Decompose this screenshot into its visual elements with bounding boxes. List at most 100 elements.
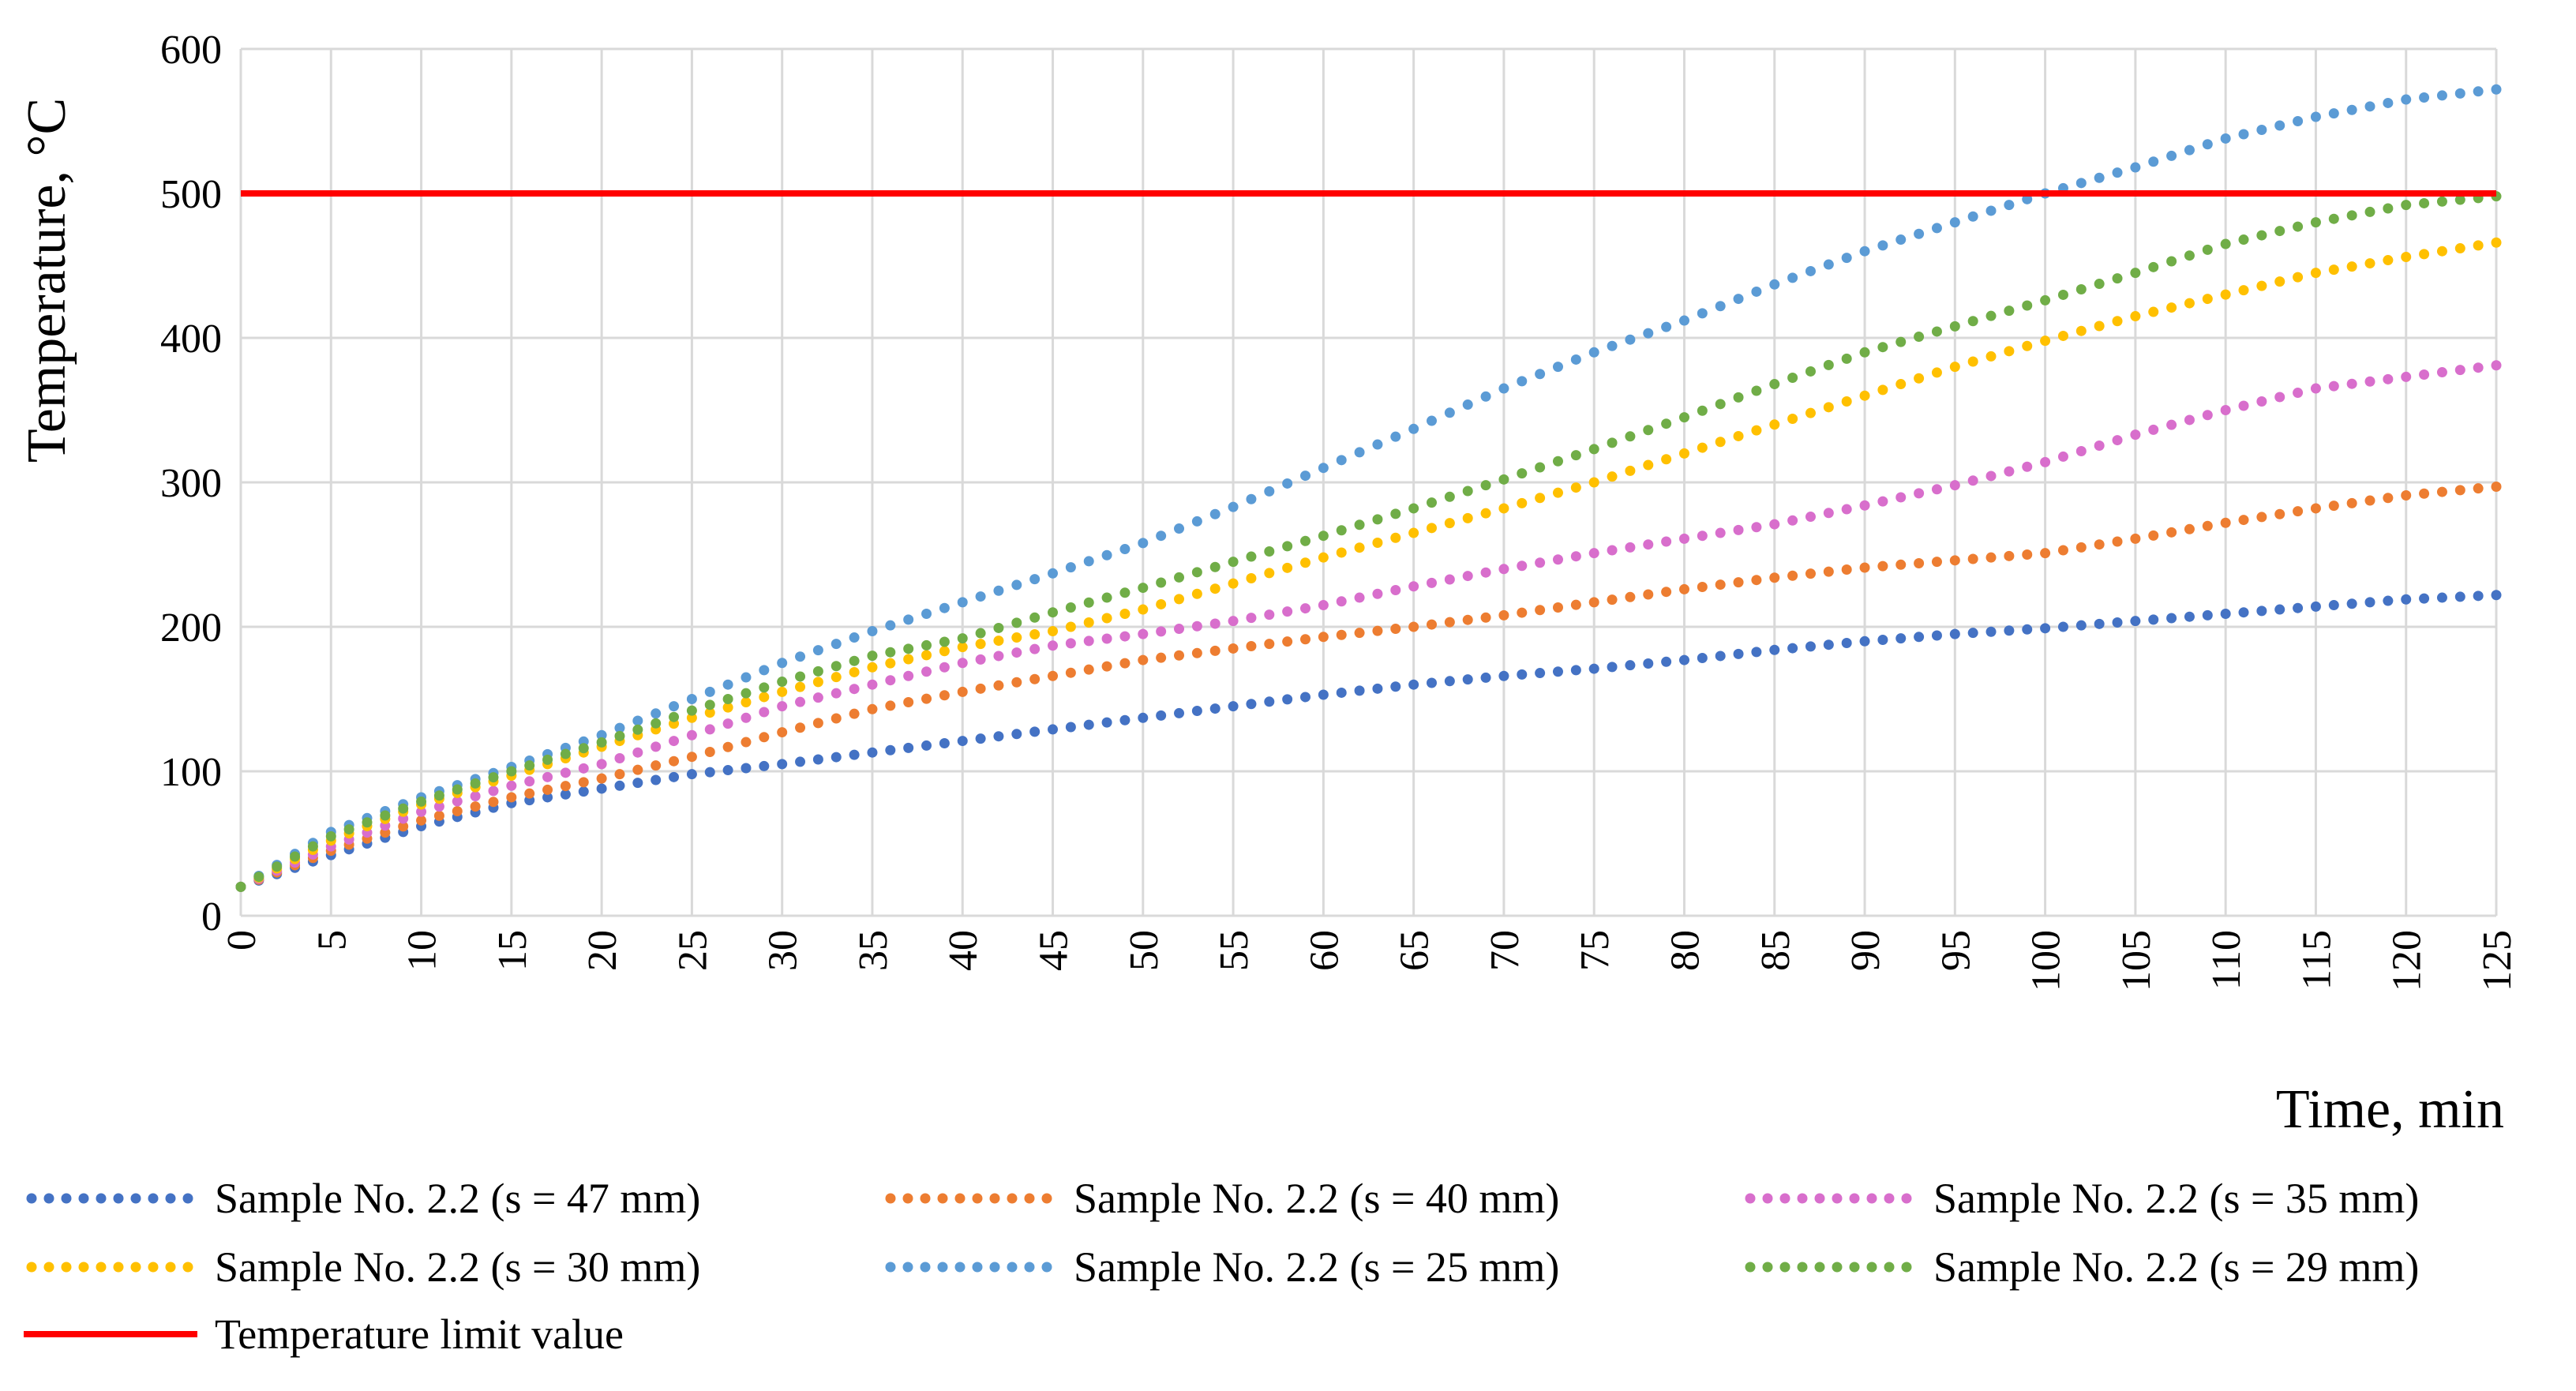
data-point [1661, 418, 1672, 429]
y-axis-ticks: 0 100 200 300 400 500 600 [160, 28, 222, 939]
x-tick-label: 50 [1122, 930, 1167, 971]
data-point [669, 701, 680, 712]
data-point [1048, 607, 1059, 618]
data-point [1156, 652, 1167, 663]
data-point [2256, 280, 2267, 291]
data-point [1570, 599, 1581, 610]
data-point [1300, 557, 1311, 568]
data-point [1480, 508, 1491, 519]
data-point [1678, 583, 1689, 594]
data-point [1480, 480, 1491, 491]
data-point [1931, 367, 1942, 378]
data-point [1228, 701, 1239, 712]
data-point [2094, 539, 2105, 550]
x-tick-label: 105 [2114, 930, 2159, 992]
data-point [632, 715, 643, 726]
data-point [722, 718, 733, 729]
data-point [686, 752, 697, 763]
data-point [1246, 699, 1257, 710]
data-point [1191, 588, 1202, 599]
data-point [1372, 625, 1383, 636]
data-point [1552, 362, 1563, 373]
data-point [380, 810, 391, 821]
data-point [1877, 342, 1888, 353]
legend-marker [130, 1193, 141, 1204]
data-point [1048, 568, 1059, 579]
data-point [1859, 636, 1870, 647]
data-point [1318, 689, 1329, 700]
data-point [2436, 246, 2447, 257]
data-point [704, 767, 715, 778]
legend-label: Sample No. 2.2 (s = 40 mm) [1074, 1175, 1559, 1222]
data-point [2419, 369, 2430, 380]
data-point [867, 651, 878, 662]
data-point [1715, 437, 1726, 448]
data-point [795, 681, 806, 692]
data-point [1282, 694, 1293, 705]
data-point [795, 756, 806, 767]
legend-marker [989, 1262, 1000, 1273]
legend-item: Sample No. 2.2 (s = 35 mm) [1745, 1175, 2419, 1222]
data-point [686, 769, 697, 780]
data-point [596, 783, 607, 794]
data-point [2166, 527, 2177, 538]
data-point [1174, 572, 1185, 583]
legend-marker [1024, 1262, 1035, 1273]
data-point [1859, 562, 1870, 573]
legend-label: Sample No. 2.2 (s = 30 mm) [215, 1243, 700, 1291]
data-point [2166, 419, 2177, 430]
data-point [1517, 561, 1528, 572]
data-point [2238, 129, 2249, 140]
data-point [2473, 362, 2484, 373]
data-point [921, 740, 932, 751]
data-point [2293, 602, 2304, 613]
data-point [1787, 373, 1798, 384]
data-point [2310, 601, 2321, 612]
legend-marker [1884, 1262, 1895, 1273]
data-point [1787, 515, 1798, 526]
data-point [2364, 495, 2375, 506]
data-point [2310, 217, 2321, 228]
data-point [1787, 570, 1798, 581]
data-point [1390, 585, 1401, 596]
legend-marker [1041, 1262, 1052, 1273]
data-point [2202, 294, 2213, 305]
data-point [2148, 614, 2159, 625]
data-point [1697, 653, 1708, 664]
data-point [470, 801, 481, 812]
data-point [1138, 538, 1149, 549]
data-point [1138, 712, 1149, 723]
data-point [651, 774, 662, 785]
data-point [759, 692, 770, 703]
data-point [993, 636, 1004, 647]
data-point [2112, 316, 2123, 327]
data-point [1246, 551, 1257, 562]
data-point [1174, 624, 1185, 635]
legend-marker [130, 1262, 141, 1273]
legend-marker [1797, 1193, 1808, 1204]
data-point [1282, 541, 1293, 552]
data-point [253, 872, 264, 883]
data-point [1751, 385, 1762, 396]
data-point [2364, 101, 2375, 112]
data-point [1264, 568, 1275, 579]
data-point [1264, 546, 1275, 557]
data-point [596, 773, 607, 784]
data-point [2473, 86, 2484, 97]
data-point [1787, 413, 1798, 424]
legend-marker [182, 1262, 193, 1273]
data-point [1065, 621, 1076, 632]
data-point [2148, 530, 2159, 541]
data-point [759, 732, 770, 743]
data-point [1462, 571, 1473, 582]
data-point [1841, 353, 1852, 364]
data-point [2364, 597, 2375, 608]
data-point [1823, 359, 1834, 370]
legend-marker [96, 1262, 107, 1273]
data-point [1535, 668, 1546, 679]
data-point [560, 789, 571, 800]
data-point [1733, 648, 1744, 659]
data-point [741, 697, 752, 708]
data-point [1769, 379, 1780, 390]
legend-item: Sample No. 2.2 (s = 25 mm) [885, 1243, 1559, 1291]
